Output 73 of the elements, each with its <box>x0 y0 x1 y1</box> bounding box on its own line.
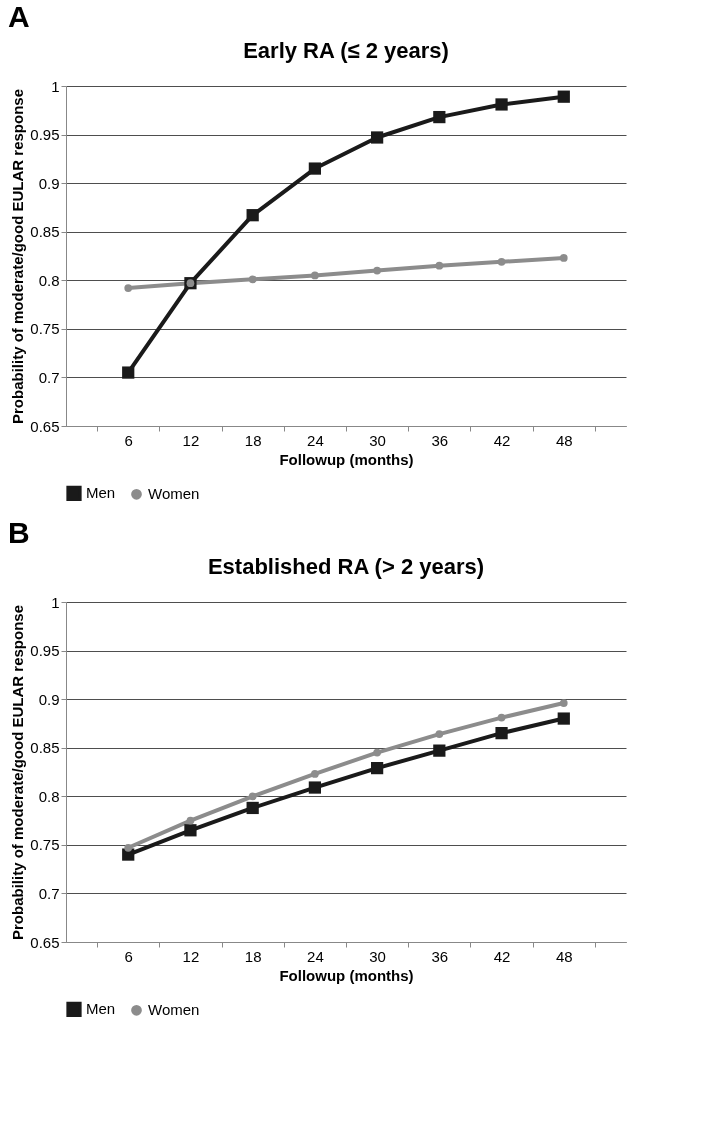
point <box>184 824 197 837</box>
x-tick-label: 42 <box>493 431 511 449</box>
chart-title: Established RA (> 2 years) <box>207 554 485 579</box>
y-tick-label: 0.9 <box>38 690 60 708</box>
point <box>370 131 384 144</box>
y-tick-label: 0.8 <box>38 787 60 805</box>
point <box>370 761 384 775</box>
point <box>373 266 381 275</box>
x-tick-label: 12 <box>182 431 200 449</box>
y-tick-label: 0.7 <box>38 884 60 902</box>
point <box>248 792 257 801</box>
point <box>559 254 568 262</box>
point <box>559 699 568 707</box>
y-tick-label: 0.85 <box>30 223 60 241</box>
point <box>497 713 506 722</box>
y-tick-label: 0.65 <box>30 417 60 435</box>
legend-label: Men <box>86 484 116 502</box>
point <box>557 90 570 103</box>
x-tick-label: 24 <box>307 947 324 965</box>
x-tick-label: 6 <box>124 947 133 965</box>
y-tick-label: 0.75 <box>30 836 60 854</box>
y-axis-title: Probability of moderate/good EULAR response <box>9 604 27 941</box>
point <box>373 748 381 757</box>
point <box>433 110 446 124</box>
x-tick-label: 36 <box>431 947 449 965</box>
y-tick-label: 1 <box>51 77 60 95</box>
text: A <box>8 0 30 34</box>
y-tick-label: 0.95 <box>30 642 60 660</box>
point <box>495 98 508 111</box>
point <box>124 843 133 852</box>
y-tick-label: 1 <box>51 593 60 611</box>
point <box>308 162 322 175</box>
point <box>124 284 133 292</box>
y-axis-title: Probability of moderate/good EULAR response <box>9 88 27 425</box>
point <box>557 712 570 725</box>
x-axis-title: Followup (months) <box>279 450 414 468</box>
x-tick-label: 42 <box>493 947 511 965</box>
y-tick-label: 0.65 <box>30 933 60 951</box>
x-axis-title: Followup (months) <box>279 966 414 984</box>
x-tick-label: 24 <box>307 431 324 449</box>
y-tick-label: 0.85 <box>30 739 60 757</box>
y-tick-label: 0.75 <box>30 320 60 338</box>
point <box>246 209 259 222</box>
point <box>122 366 135 379</box>
x-tick-label: 48 <box>555 947 573 965</box>
point <box>495 727 508 740</box>
x-tick-label: 12 <box>182 947 200 965</box>
text: B <box>8 516 30 550</box>
legend-label: Women <box>148 1001 200 1019</box>
point <box>248 275 257 284</box>
y-tick-label: 0.7 <box>38 368 60 386</box>
point <box>435 730 444 738</box>
point <box>186 816 195 825</box>
x-tick-label: 6 <box>124 431 133 449</box>
point <box>308 781 322 794</box>
legend-label: Men <box>86 1000 116 1018</box>
point <box>435 261 444 270</box>
legend-label: Women <box>148 485 200 503</box>
x-tick-label: 36 <box>431 431 449 449</box>
point <box>246 801 259 815</box>
x-tick-label: 30 <box>369 431 386 449</box>
y-tick-label: 0.95 <box>30 126 60 144</box>
chart-title: Early RA (≤ 2 years) <box>243 38 449 63</box>
x-tick-label: 30 <box>369 947 386 965</box>
point <box>497 257 506 266</box>
x-tick-label: 18 <box>244 431 262 449</box>
x-tick-label: 48 <box>555 431 573 449</box>
point <box>311 770 319 778</box>
point <box>433 744 446 757</box>
y-tick-label: 0.9 <box>38 174 60 192</box>
x-tick-label: 18 <box>244 947 262 965</box>
y-tick-label: 0.8 <box>38 271 60 289</box>
point <box>311 271 319 280</box>
